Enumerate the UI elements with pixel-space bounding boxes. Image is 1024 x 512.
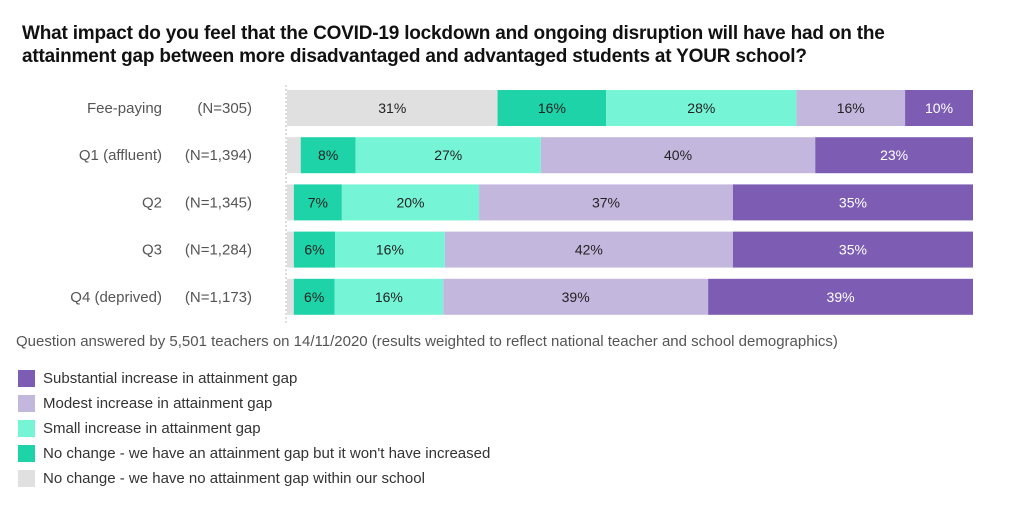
bar-segment [732,184,973,221]
bar-segment [732,231,973,268]
data-label: 6% [304,289,324,305]
bar-segment [905,90,973,126]
legend-swatch [18,470,35,487]
legend-label: Substantial increase in attainment gap [43,370,298,387]
data-label: 27% [434,147,462,163]
chart-title-line-1: What impact do you feel that the COVID-1… [22,23,885,44]
category-label: Q2 [142,194,162,211]
chart-title-line-2: attainment gap between more disadvantage… [22,46,807,67]
data-label: 40% [664,147,692,163]
sample-size-label: (N=1,345) [185,194,252,211]
bar-segment [287,278,294,315]
data-label: 28% [687,100,715,116]
bar-segment [444,231,733,268]
bar-segment [293,231,336,268]
legend-label: No change - we have an attainment gap bu… [43,445,491,462]
stacked-bar-chart: Fee-paying (N=305) 31% 16% 28% 16% 10% Q1 (affl… [70,85,973,323]
legend-item: Small increase in attainment gap [18,416,490,441]
sample-size-label: (N=305) [197,100,252,117]
data-label: 16% [837,100,865,116]
data-label: 35% [839,194,867,210]
legend-swatch [18,445,35,462]
bar-segment [606,90,797,126]
data-label: 31% [378,100,406,116]
bar-segment [708,278,973,315]
category-label: Fee-paying [87,100,162,117]
bar-segment [355,137,541,174]
bar-segment [796,90,906,126]
legend-label: Small increase in attainment gap [43,420,261,437]
category-label: Q1 (affluent) [79,147,162,164]
data-label: 39% [827,289,855,305]
legend-item: No change - we have no attainment gap wi… [18,466,490,491]
bar-segment [293,184,342,221]
legend-label: Modest increase in attainment gap [43,395,273,412]
data-label: 7% [308,194,328,210]
data-label: 39% [562,289,590,305]
data-label: 42% [575,242,603,258]
bar-segment [334,278,444,315]
sample-size-label: (N=1,394) [185,147,252,164]
category-label: Q3 [142,242,162,259]
sample-size-label: (N=1,173) [185,289,252,306]
chart-title: What impact do you feel that the COVID-1… [22,22,982,68]
data-label: 6% [304,242,324,258]
legend-item: Modest increase in attainment gap [18,391,490,416]
bar-segment [293,278,335,315]
bar-segment [300,137,356,174]
bar-segment [287,184,294,221]
footnote: Question answered by 5,501 teachers on 1… [16,333,838,350]
bar-segment [341,184,480,221]
bar-segment [497,90,607,126]
category-label: Q4 (deprived) [70,289,162,306]
sample-size-label: (N=1,284) [185,242,252,259]
bar-segment [815,137,973,174]
bar-segment [287,90,498,126]
bar-segment [287,231,294,268]
bar-segment [287,137,301,174]
bar-segment [479,184,733,221]
data-label: 23% [880,147,908,163]
data-label: 37% [592,194,620,210]
legend-swatch [18,395,35,412]
legend-swatch [18,370,35,387]
data-label: 16% [376,242,404,258]
data-label: 16% [375,289,403,305]
legend: Substantial increase in attainment gap M… [18,366,490,491]
bar-segment [540,137,816,174]
bar-segment [443,278,709,315]
legend-swatch [18,420,35,437]
legend-label: No change - we have no attainment gap wi… [43,470,425,487]
data-label: 8% [318,147,338,163]
data-label: 20% [396,194,424,210]
legend-item: No change - we have an attainment gap bu… [18,441,490,466]
data-label: 16% [538,100,566,116]
bar-segment [335,231,445,268]
legend-item: Substantial increase in attainment gap [18,366,490,391]
data-label: 35% [839,242,867,258]
data-label: 10% [925,100,953,116]
